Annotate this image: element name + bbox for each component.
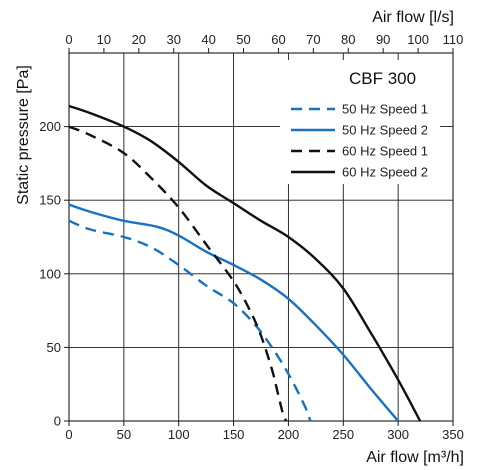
x-top-tick-label: 70	[306, 32, 320, 47]
y-tick-label: 200	[39, 119, 61, 134]
x-top-tick-label: 100	[407, 32, 429, 47]
plot-border	[68, 52, 454, 422]
x-tick-label: 250	[332, 427, 354, 442]
x-top-tick-label: 110	[443, 32, 464, 47]
y-tick-label: 150	[39, 193, 61, 208]
x-tick-label: 100	[168, 427, 190, 442]
y-tick-label: 50	[47, 340, 61, 355]
x-top-tick-label: 80	[341, 32, 355, 47]
series-line-2	[68, 203, 400, 422]
x-top-tick-label: 50	[236, 32, 250, 47]
x-ticks-top: 0 10 20 30 40 50 60 70 80 90 100 110	[65, 32, 463, 53]
x-top-tick-label: 0	[65, 32, 72, 47]
legend-label-1: 50 Hz Speed 1	[342, 102, 428, 117]
legend-label-2: 50 Hz Speed 2	[342, 123, 428, 138]
x-top-tick-label: 90	[376, 32, 390, 47]
x-tick-label: 300	[387, 427, 409, 442]
x-tick-label: 0	[65, 427, 72, 442]
x-tick-label: 350	[442, 427, 464, 442]
x-tick-label: 150	[223, 427, 245, 442]
x-tick-label: 200	[278, 427, 300, 442]
x-axis-title-top: Air flow [l/s]	[372, 9, 454, 26]
series-line-4	[68, 104, 422, 422]
legend-label-4: 60 Hz Speed 2	[342, 165, 428, 180]
x-tick-label: 50	[117, 427, 131, 442]
x-top-tick-label: 10	[97, 32, 111, 47]
legend-label-3: 60 Hz Speed 1	[342, 144, 428, 159]
series-line-3	[68, 125, 288, 422]
y-axis-title: Static pressure [Pa]	[15, 65, 32, 205]
series-line-1	[68, 219, 312, 422]
y-tick-label: 100	[39, 266, 61, 281]
x-top-tick-label: 30	[166, 32, 180, 47]
series-layer	[68, 104, 422, 422]
y-ticks: 0 50 100 150 200	[39, 119, 69, 429]
plot-frame	[68, 52, 454, 422]
x-axis-title-bottom: Air flow [m³/h]	[366, 449, 464, 466]
legend: CBF 300 50 Hz Speed 1 50 Hz Speed 2 60 Hz …	[280, 60, 440, 184]
y-tick-label: 0	[54, 414, 61, 429]
x-ticks-bottom: 0 50 100 150 200 250 300 350	[65, 421, 464, 442]
x-top-tick-label: 20	[132, 32, 146, 47]
legend-box	[280, 60, 440, 184]
x-top-tick-label: 60	[271, 32, 285, 47]
x-top-tick-label: 40	[201, 32, 215, 47]
chart-annotation: CBF 300	[349, 69, 416, 88]
